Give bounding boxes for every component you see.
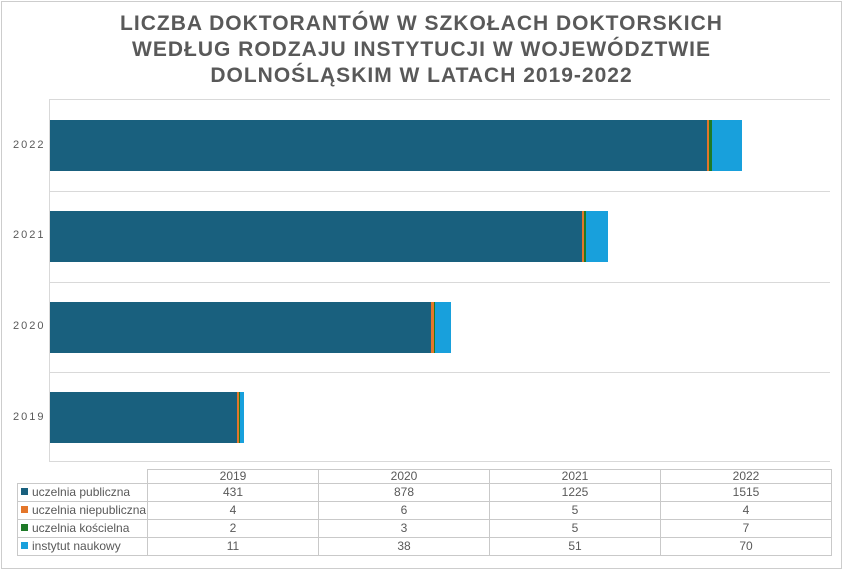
table-col-header-2019: 2019 bbox=[147, 469, 319, 484]
legend-marker-uczelnia-koscielna bbox=[21, 524, 28, 532]
table-value-cell: 2 bbox=[147, 519, 319, 538]
table-value-cell: 5 bbox=[489, 501, 661, 520]
gridline bbox=[50, 191, 830, 192]
table-row: uczelnia publiczna 431 878 1225 1515 bbox=[17, 483, 832, 502]
gridline bbox=[50, 282, 830, 283]
bar-segment-instytut-naukowy bbox=[239, 392, 245, 444]
bar-segment-instytut-naukowy bbox=[585, 210, 608, 262]
table-value-cell: 4 bbox=[660, 501, 832, 520]
bar-segment-uczelnia-koscielna bbox=[583, 210, 586, 262]
bar-segment-uczelnia-publiczna bbox=[50, 392, 237, 444]
bar-segment-instytut-naukowy bbox=[712, 120, 743, 171]
table-value-cell: 4 bbox=[147, 501, 319, 520]
legend-cell-instytut-naukowy: instytut naukowy bbox=[17, 537, 148, 556]
legend-marker-uczelnia-publiczna bbox=[21, 488, 28, 496]
table-col-header-2022: 2022 bbox=[660, 469, 832, 484]
legend-label: uczelnia niepubliczna bbox=[32, 503, 147, 517]
bar-segment-uczelnia-publiczna bbox=[50, 301, 431, 353]
table-row: uczelnia kościelna 2 3 5 7 bbox=[17, 519, 832, 538]
table-corner-cell bbox=[17, 469, 148, 484]
chart-title: LICZBA DOKTORANTÓW W SZKOŁACH DOKTORSKIC… bbox=[2, 11, 841, 89]
legend-label: uczelnia publiczna bbox=[32, 485, 131, 499]
chart-title-line-1: LICZBA DOKTORANTÓW W SZKOŁACH DOKTORSKIC… bbox=[120, 12, 723, 35]
chart-data-table: 2019 2020 2021 2022 uczelnia publiczna 431 878… bbox=[17, 469, 832, 556]
table-value-cell: 3 bbox=[318, 519, 490, 538]
table-col-header-2021: 2021 bbox=[489, 469, 661, 484]
table-header-row: 2019 2020 2021 2022 bbox=[17, 469, 832, 484]
bar-2020 bbox=[50, 301, 452, 353]
table-value-cell: 1515 bbox=[660, 483, 832, 502]
table-row: instytut naukowy 11 38 51 70 bbox=[17, 537, 832, 556]
table-value-cell: 5 bbox=[489, 519, 661, 538]
bar-segment-uczelnia-publiczna bbox=[50, 210, 582, 262]
plot-area: 2022 2021 2020 2019 bbox=[13, 99, 830, 462]
bar-segment-uczelnia-niepubliczna bbox=[707, 120, 710, 171]
legend-label: uczelnia kościelna bbox=[32, 521, 130, 535]
bar-2019 bbox=[50, 392, 245, 444]
table-row: uczelnia niepubliczna 4 6 5 4 bbox=[17, 501, 832, 520]
table-value-cell: 11 bbox=[147, 537, 319, 556]
bar-2022 bbox=[50, 120, 743, 171]
bar-segment-uczelnia-niepubliczna bbox=[581, 210, 584, 262]
y-axis-label-2019: 2019 bbox=[13, 410, 46, 423]
chart-title-line-3: DOLNOŚLĄSKIM W LATACH 2019-2022 bbox=[210, 64, 633, 87]
bar-segment-uczelnia-koscielna bbox=[433, 301, 435, 353]
bar-2021 bbox=[50, 210, 608, 262]
table-value-cell: 878 bbox=[318, 483, 490, 502]
chart-title-line-2: WEDŁUG RODZAJU INSTYTUCJI W WOJEWÓDZTWIE bbox=[132, 38, 711, 61]
bar-segment-uczelnia-niepubliczna bbox=[237, 392, 239, 444]
legend-marker-instytut-naukowy bbox=[21, 542, 28, 550]
table-value-cell: 51 bbox=[489, 537, 661, 556]
bar-segment-uczelnia-koscielna bbox=[238, 392, 240, 444]
table-value-cell: 431 bbox=[147, 483, 319, 502]
legend-cell-uczelnia-niepubliczna: uczelnia niepubliczna bbox=[17, 501, 148, 520]
table-value-cell: 1225 bbox=[489, 483, 661, 502]
legend-cell-uczelnia-koscielna: uczelnia kościelna bbox=[17, 519, 148, 538]
y-axis-label-2021: 2021 bbox=[13, 229, 46, 242]
y-axis-label-2022: 2022 bbox=[13, 138, 46, 151]
table-value-cell: 7 bbox=[660, 519, 832, 538]
bar-segment-instytut-naukowy bbox=[434, 301, 452, 353]
gridline bbox=[50, 372, 830, 373]
table-col-header-2020: 2020 bbox=[318, 469, 490, 484]
bar-segment-uczelnia-niepubliczna bbox=[430, 301, 434, 353]
bar-segment-uczelnia-koscielna bbox=[709, 120, 713, 171]
table-value-cell: 6 bbox=[318, 501, 490, 520]
y-axis-label-2020: 2020 bbox=[13, 320, 46, 332]
table-value-cell: 70 bbox=[660, 537, 832, 556]
legend-cell-uczelnia-publiczna: uczelnia publiczna bbox=[17, 483, 148, 502]
bar-segment-uczelnia-publiczna bbox=[50, 120, 708, 171]
legend-marker-uczelnia-niepubliczna bbox=[21, 506, 28, 514]
table-value-cell: 38 bbox=[318, 537, 490, 556]
legend-label: instytut naukowy bbox=[32, 539, 121, 553]
